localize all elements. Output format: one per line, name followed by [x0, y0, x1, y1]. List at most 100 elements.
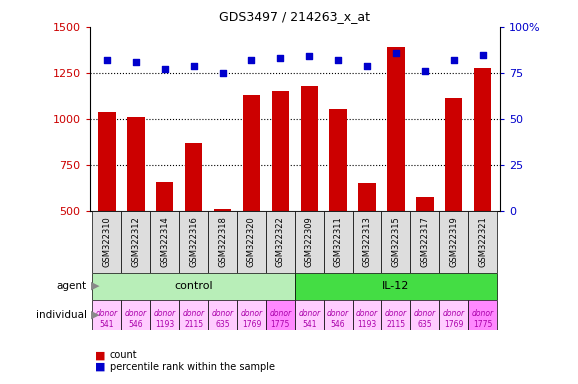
- Text: ■: ■: [95, 362, 106, 372]
- Text: 2115: 2115: [184, 319, 203, 329]
- Bar: [243, 95, 260, 211]
- Text: GSM322320: GSM322320: [247, 217, 256, 267]
- Point: [305, 53, 314, 60]
- Text: donor: donor: [154, 309, 176, 318]
- Text: donor: donor: [385, 309, 407, 318]
- Text: GSM322310: GSM322310: [102, 217, 112, 267]
- Bar: [410, 211, 439, 273]
- Text: GSM322316: GSM322316: [189, 217, 198, 267]
- Point: [391, 50, 401, 56]
- Bar: [301, 86, 318, 211]
- Bar: [295, 300, 324, 330]
- Bar: [237, 211, 266, 273]
- Point: [276, 55, 285, 61]
- Bar: [353, 300, 381, 330]
- Bar: [121, 300, 150, 330]
- Bar: [208, 300, 237, 330]
- Text: ▶: ▶: [91, 310, 99, 320]
- Text: GSM322322: GSM322322: [276, 217, 285, 267]
- Text: GSM322314: GSM322314: [160, 217, 169, 267]
- Point: [102, 57, 112, 63]
- Text: 1193: 1193: [155, 319, 175, 329]
- Bar: [387, 47, 405, 211]
- Text: donor: donor: [414, 309, 436, 318]
- Bar: [266, 300, 295, 330]
- Bar: [410, 300, 439, 330]
- Bar: [156, 182, 173, 211]
- Bar: [150, 300, 179, 330]
- Bar: [295, 273, 497, 300]
- Bar: [324, 211, 353, 273]
- Text: donor: donor: [298, 309, 320, 318]
- Text: 1769: 1769: [444, 319, 464, 329]
- Text: percentile rank within the sample: percentile rank within the sample: [110, 362, 275, 372]
- Text: 2115: 2115: [386, 319, 406, 329]
- Point: [160, 66, 169, 72]
- Bar: [92, 211, 121, 273]
- Text: 1775: 1775: [271, 319, 290, 329]
- Text: 541: 541: [99, 319, 114, 329]
- Bar: [416, 197, 434, 211]
- Bar: [272, 91, 289, 211]
- Text: 1193: 1193: [357, 319, 377, 329]
- Text: donor: donor: [183, 309, 205, 318]
- Text: ▶: ▶: [91, 281, 99, 291]
- Text: agent: agent: [57, 281, 87, 291]
- Text: donor: donor: [240, 309, 262, 318]
- Text: GSM322312: GSM322312: [131, 217, 140, 267]
- Point: [189, 63, 198, 69]
- Bar: [445, 98, 462, 211]
- Text: donor: donor: [96, 309, 118, 318]
- Text: donor: donor: [125, 309, 147, 318]
- Text: donor: donor: [327, 309, 349, 318]
- Bar: [329, 109, 347, 211]
- Bar: [353, 211, 381, 273]
- Bar: [468, 300, 497, 330]
- Point: [478, 51, 487, 58]
- Text: IL-12: IL-12: [382, 281, 410, 291]
- Point: [247, 57, 256, 63]
- Text: GSM322311: GSM322311: [334, 217, 343, 267]
- Text: donor: donor: [212, 309, 234, 318]
- Bar: [214, 209, 231, 211]
- Text: count: count: [110, 350, 138, 360]
- Text: GSM322313: GSM322313: [362, 217, 372, 267]
- Bar: [381, 211, 410, 273]
- Text: 635: 635: [417, 319, 432, 329]
- Text: donor: donor: [269, 309, 291, 318]
- Text: control: control: [175, 281, 213, 291]
- Bar: [468, 211, 497, 273]
- Bar: [358, 183, 376, 211]
- Point: [334, 57, 343, 63]
- Bar: [179, 300, 208, 330]
- Bar: [150, 211, 179, 273]
- Text: GSM322321: GSM322321: [478, 217, 487, 267]
- Text: individual: individual: [36, 310, 87, 320]
- Bar: [92, 273, 295, 300]
- Text: donor: donor: [472, 309, 494, 318]
- Text: GDS3497 / 214263_x_at: GDS3497 / 214263_x_at: [219, 10, 370, 23]
- Bar: [439, 300, 468, 330]
- Text: 541: 541: [302, 319, 317, 329]
- Text: 546: 546: [128, 319, 143, 329]
- Text: GSM322315: GSM322315: [391, 217, 401, 267]
- Bar: [179, 211, 208, 273]
- Text: 1775: 1775: [473, 319, 492, 329]
- Bar: [237, 300, 266, 330]
- Text: GSM322309: GSM322309: [305, 217, 314, 267]
- Point: [218, 70, 227, 76]
- Text: donor: donor: [356, 309, 378, 318]
- Bar: [121, 211, 150, 273]
- Text: ■: ■: [95, 350, 106, 360]
- Bar: [295, 211, 324, 273]
- Text: GSM322318: GSM322318: [218, 217, 227, 267]
- Text: GSM322319: GSM322319: [449, 217, 458, 267]
- Text: 1769: 1769: [242, 319, 261, 329]
- Bar: [127, 117, 144, 211]
- Text: GSM322317: GSM322317: [420, 217, 429, 267]
- Bar: [185, 143, 202, 211]
- Text: 635: 635: [215, 319, 230, 329]
- Text: 546: 546: [331, 319, 346, 329]
- Point: [131, 59, 140, 65]
- Bar: [98, 112, 116, 211]
